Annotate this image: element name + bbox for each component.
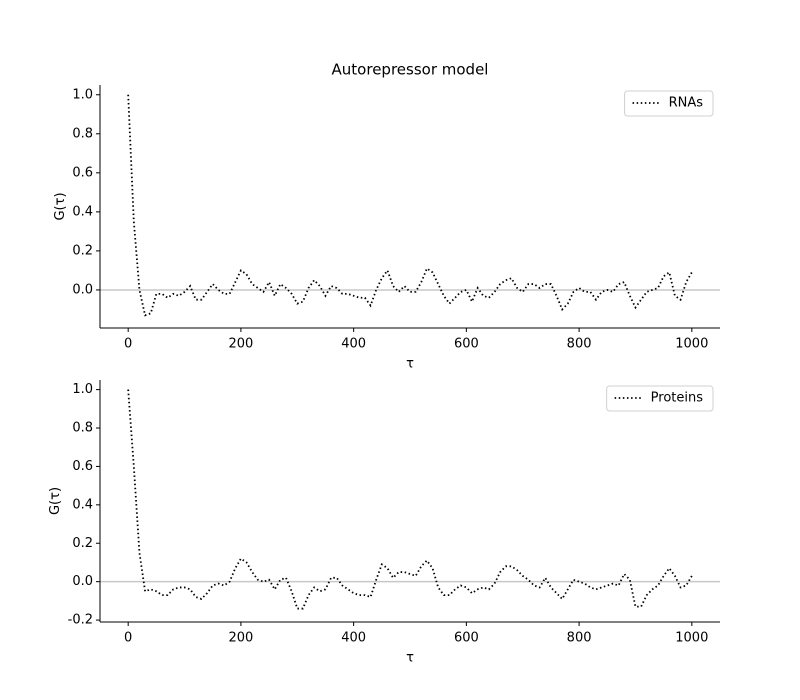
legend-box [606,385,714,412]
x-tick-label: 0 [124,631,132,646]
legend-label: RNAs [669,96,704,111]
legend-label: Proteins [651,391,704,406]
x-tick-label: 600 [454,631,479,646]
y-axis-label: G(τ) [53,192,68,220]
y-tick-label: 0.0 [72,574,93,589]
y-tick-label: 1.0 [72,382,93,397]
y-tick-label: 0.6 [72,165,93,180]
x-axis-label: τ [406,651,414,666]
legend-box [624,90,714,117]
y-tick-label: 0.8 [72,421,93,436]
y-tick-label: -0.2 [68,613,93,628]
legend: RNAs [624,90,714,117]
x-tick-label: 800 [567,631,592,646]
data-line [127,94,693,317]
x-tick-label: 200 [228,337,253,352]
y-tick-label: 1.0 [72,87,93,102]
legend: Proteins [606,385,714,412]
y-tick-label: 0.6 [72,459,93,474]
y-tick-label: 0.2 [72,243,93,258]
y-tick-label: 0.4 [72,204,93,219]
x-tick-label: 400 [341,631,366,646]
y-tick-label: 0.2 [72,536,93,551]
y-tick-label: 0.8 [72,126,93,141]
x-tick-label: 800 [567,337,592,352]
x-tick-label: 1000 [675,337,708,352]
x-tick-label: 400 [341,337,366,352]
x-tick-label: 0 [124,337,132,352]
data-line [127,389,693,610]
x-tick-label: 600 [454,337,479,352]
x-tick-label: 1000 [675,631,708,646]
y-tick-label: 0.0 [72,282,93,297]
x-tick-label: 200 [228,631,253,646]
x-axis-label: τ [406,357,414,372]
y-tick-label: 0.4 [72,497,93,512]
y-axis-label: G(τ) [48,487,63,515]
chart-title: Autorepressor model [332,61,489,79]
